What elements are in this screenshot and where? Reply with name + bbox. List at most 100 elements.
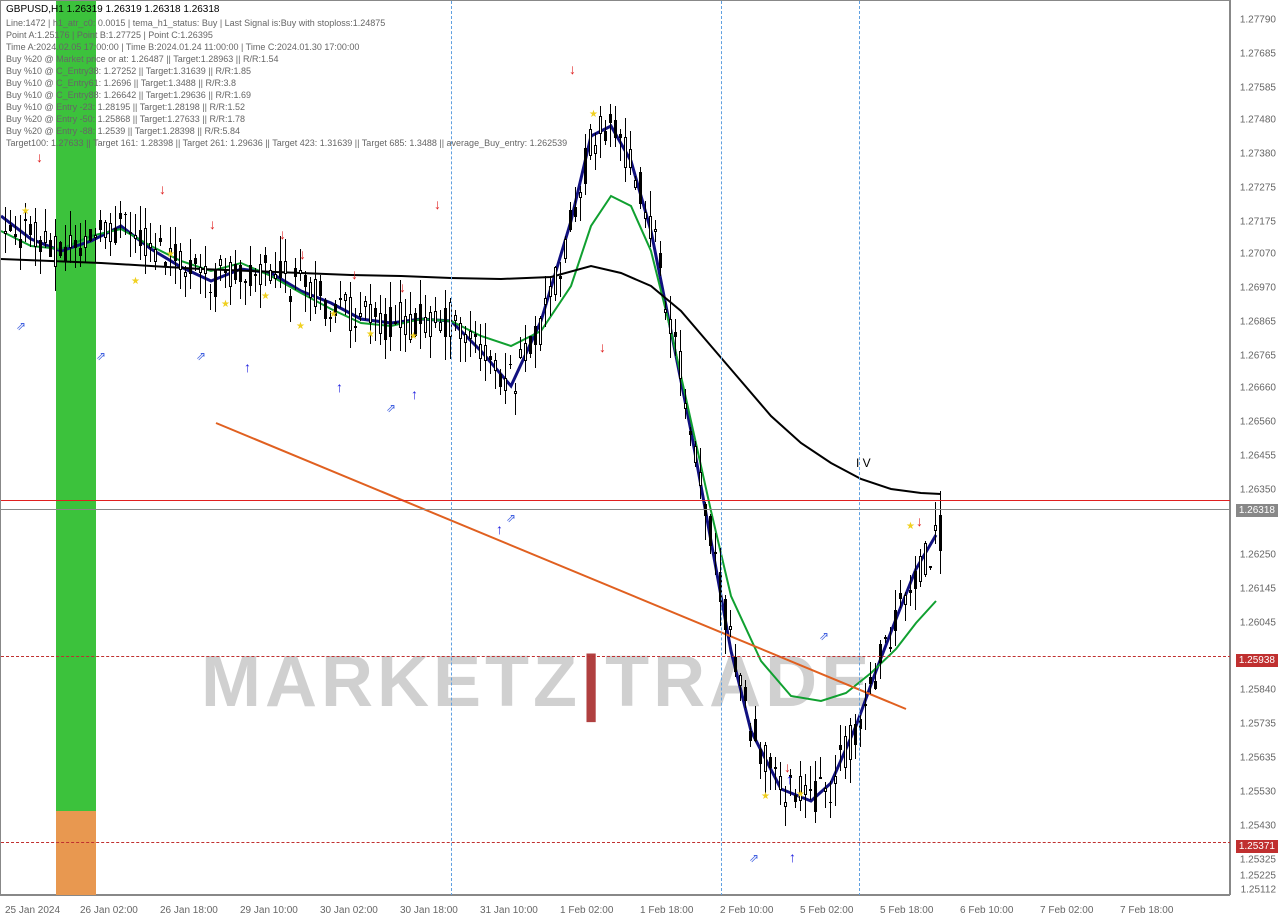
price-axis: 1.27790 1.27685 1.27585 1.27480 1.27380 1.272…: [1230, 0, 1280, 895]
buy-arrow-icon: ↑: [411, 386, 418, 402]
time-tick: 2 Feb 10:00: [720, 905, 773, 916]
price-tick: 1.27480: [1240, 115, 1276, 126]
sell-arrow-icon: ↓: [916, 513, 923, 529]
price-marker: 1.25938: [1236, 654, 1278, 667]
price-tick: 1.26970: [1240, 283, 1276, 294]
sell-arrow-icon: ↓: [36, 149, 43, 165]
price-tick: 1.26865: [1240, 317, 1276, 328]
time-tick: 26 Jan 02:00: [80, 905, 138, 916]
highlight-zone-orange: [56, 811, 96, 896]
chart-area[interactable]: MARKETZ|TRADE GBPUSD,H1 1.26319 1.26319 …: [0, 0, 1230, 895]
price-marker: 1.25371: [1236, 840, 1278, 853]
chart-title: GBPUSD,H1 1.26319 1.26319 1.26318 1.2631…: [6, 4, 220, 15]
info-line: Buy %10 @ C_Entry88: 1.26642 || Target:1…: [6, 90, 251, 100]
time-tick: 1 Feb 02:00: [560, 905, 613, 916]
sell-arrow-icon: ↓: [299, 246, 306, 262]
price-tick: 1.27685: [1240, 49, 1276, 60]
time-tick: 30 Jan 02:00: [320, 905, 378, 916]
price-tick: 1.27585: [1240, 83, 1276, 94]
star-icon: ★: [296, 321, 305, 332]
price-tick: 1.25635: [1240, 753, 1276, 764]
vertical-line: [859, 1, 860, 896]
horizontal-line: [1, 509, 1231, 510]
price-tick: 1.26045: [1240, 618, 1276, 629]
time-tick: 25 Jan 2024: [5, 905, 60, 916]
price-tick: 1.27790: [1240, 15, 1276, 26]
star-icon: ★: [131, 276, 140, 287]
time-tick: 1 Feb 18:00: [640, 905, 693, 916]
time-axis: 25 Jan 2024 26 Jan 02:00 26 Jan 18:00 29 Ja…: [0, 895, 1230, 920]
time-tick: 6 Feb 10:00: [960, 905, 1013, 916]
sell-arrow-icon: ↓: [399, 279, 406, 295]
vertical-line: [451, 1, 452, 896]
buy-arrow-icon: ↑: [789, 849, 796, 865]
vertical-line: [721, 1, 722, 896]
sell-arrow-icon: ↓: [434, 196, 441, 212]
price-tick: 1.26765: [1240, 351, 1276, 362]
horizontal-line: [1, 842, 1231, 843]
buy-arrow-icon: ↑: [244, 359, 251, 375]
horizontal-line: [1, 656, 1231, 657]
sell-arrow-icon: ↓: [209, 216, 216, 232]
info-line: Buy %20 @ Entry -50: 1.25868 || Target:1…: [6, 114, 245, 124]
time-tick: 26 Jan 18:00: [160, 905, 218, 916]
star-icon: ★: [366, 329, 375, 340]
star-icon: ★: [796, 789, 805, 800]
time-tick: 7 Feb 02:00: [1040, 905, 1093, 916]
price-tick: 1.26350: [1240, 485, 1276, 496]
time-tick: 30 Jan 18:00: [400, 905, 458, 916]
info-line: Buy %10 @ C_Entry61: 1.2696 || Target:1.…: [6, 78, 236, 88]
star-icon: ★: [261, 291, 270, 302]
price-tick: 1.25530: [1240, 787, 1276, 798]
price-tick: 1.27275: [1240, 183, 1276, 194]
info-line: Buy %20 @ Market price or at: 1.26487 ||…: [6, 54, 278, 64]
price-tick: 1.27380: [1240, 149, 1276, 160]
price-tick: 1.25325: [1240, 855, 1276, 866]
time-tick: 5 Feb 02:00: [800, 905, 853, 916]
signal-arrow-icon: ⇗: [819, 629, 829, 643]
time-tick: 5 Feb 18:00: [880, 905, 933, 916]
info-line: Target100: 1.27633 || Target 161: 1.2839…: [6, 138, 567, 148]
price-tick: 1.26145: [1240, 584, 1276, 595]
signal-arrow-icon: ⇗: [506, 511, 516, 525]
info-line: Buy %10 @ C_Entry38: 1.27252 || Target:1…: [6, 66, 251, 76]
signal-arrow-icon: ⇗: [16, 319, 26, 333]
signal-arrow-icon: ⇗: [96, 349, 106, 363]
buy-arrow-icon: ↑: [786, 771, 793, 787]
signal-arrow-icon: ⇗: [749, 851, 759, 865]
info-line: Buy %10 @ Entry -23: 1.28195 || Target:1…: [6, 102, 245, 112]
price-tick: 1.25735: [1240, 719, 1276, 730]
horizontal-line: [1, 500, 1231, 501]
price-marker: 1.26318: [1236, 504, 1278, 517]
price-tick: 1.26250: [1240, 550, 1276, 561]
sell-arrow-icon: ↓: [279, 226, 286, 242]
price-tick: 1.25430: [1240, 821, 1276, 832]
price-tick: 1.26660: [1240, 383, 1276, 394]
sell-arrow-icon: ↓: [569, 61, 576, 77]
price-tick: 1.27070: [1240, 249, 1276, 260]
time-tick: 7 Feb 18:00: [1120, 905, 1173, 916]
price-tick: 1.25112: [1241, 885, 1276, 896]
buy-arrow-icon: ↑: [336, 379, 343, 395]
time-tick: 29 Jan 10:00: [240, 905, 298, 916]
sell-arrow-icon: ↓: [159, 181, 166, 197]
star-icon: ★: [21, 206, 30, 217]
sell-arrow-icon: ↓: [351, 266, 358, 282]
price-tick: 1.27175: [1240, 217, 1276, 228]
info-line: Point A:1.25176 | Point B:1.27725 | Poin…: [6, 30, 213, 40]
info-line: Line:1472 | h1_atr_c0: 0.0015 | tema_h1_…: [6, 18, 385, 28]
star-icon: ★: [329, 309, 338, 320]
wave-label-iv: I V: [856, 456, 871, 470]
signal-arrow-icon: ⇗: [386, 401, 396, 415]
sell-arrow-icon: ↓: [599, 339, 606, 355]
info-line: Time A:2024.02.05 17:00:00 | Time B:2024…: [6, 42, 359, 52]
star-icon: ★: [166, 249, 175, 260]
star-icon: ★: [589, 109, 598, 120]
signal-arrow-icon: ⇗: [196, 349, 206, 363]
price-tick: 1.26560: [1240, 417, 1276, 428]
time-tick: 31 Jan 10:00: [480, 905, 538, 916]
price-tick: 1.26455: [1240, 451, 1276, 462]
price-tick: 1.25840: [1240, 685, 1276, 696]
star-icon: ★: [906, 521, 915, 532]
star-icon: ★: [761, 791, 770, 802]
